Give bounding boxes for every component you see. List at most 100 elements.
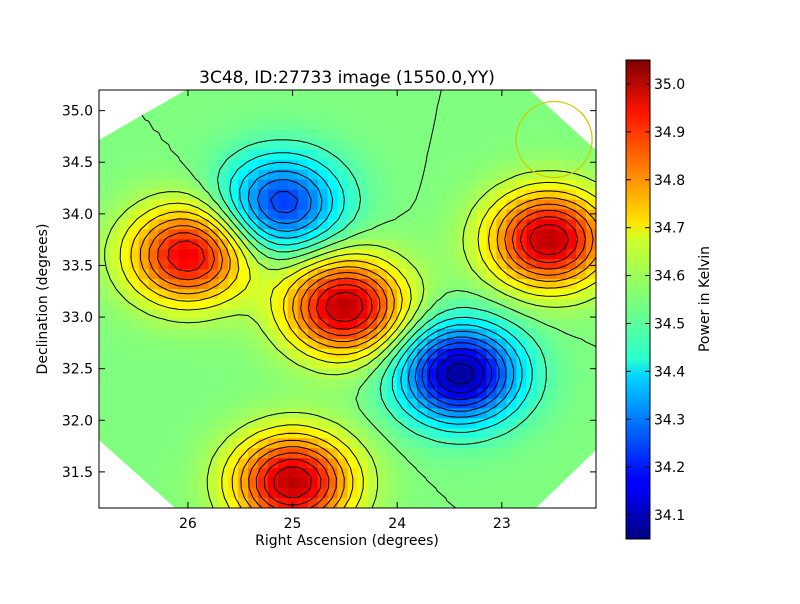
y-tick-label: 32.5 bbox=[62, 362, 93, 378]
heatmap-cell bbox=[158, 438, 170, 449]
heatmap-cell bbox=[108, 418, 120, 429]
heatmap-cell bbox=[317, 348, 329, 360]
heatmap-cell bbox=[178, 378, 190, 390]
heatmap-cell bbox=[248, 149, 259, 161]
heatmap-cell bbox=[158, 328, 170, 340]
heatmap-cell bbox=[277, 189, 289, 201]
heatmap-cell bbox=[417, 139, 428, 151]
heatmap-cell bbox=[128, 209, 140, 220]
heatmap-cell bbox=[397, 90, 408, 101]
heatmap-cell bbox=[208, 478, 219, 489]
heatmap-cell bbox=[377, 229, 388, 240]
heatmap-cell bbox=[248, 348, 259, 360]
heatmap-cell bbox=[327, 289, 339, 300]
heatmap-cell bbox=[377, 239, 388, 250]
heatmap-cell bbox=[158, 308, 170, 320]
heatmap-cell bbox=[228, 318, 239, 330]
heatmap-cell bbox=[466, 468, 478, 479]
heatmap-cell bbox=[108, 169, 120, 181]
heatmap-cell bbox=[248, 378, 259, 390]
heatmap-cell bbox=[118, 219, 130, 230]
heatmap-cell bbox=[297, 388, 309, 400]
heatmap-cell bbox=[347, 468, 359, 479]
heatmap-cell bbox=[357, 139, 368, 151]
heatmap-cell bbox=[128, 458, 140, 469]
heatmap-cell bbox=[128, 438, 140, 449]
heatmap-cell bbox=[138, 169, 150, 181]
heatmap-cell bbox=[297, 269, 309, 280]
heatmap-cell bbox=[248, 368, 259, 380]
heatmap-cell bbox=[397, 478, 408, 489]
heatmap-cell bbox=[446, 458, 458, 469]
heatmap-cell bbox=[277, 99, 289, 111]
heatmap-cell bbox=[258, 328, 269, 340]
heatmap-cell bbox=[417, 378, 428, 390]
heatmap-cell bbox=[317, 189, 329, 201]
heatmap-cell bbox=[506, 99, 518, 111]
heatmap-cell bbox=[218, 139, 229, 151]
heatmap-cell bbox=[367, 458, 378, 469]
heatmap-cell bbox=[526, 149, 537, 161]
heatmap-cell bbox=[456, 498, 468, 508]
heatmap-cell bbox=[248, 189, 259, 201]
heatmap-cell bbox=[417, 169, 428, 181]
heatmap-cell bbox=[178, 428, 190, 439]
heatmap-cell bbox=[248, 289, 259, 300]
heatmap-cell bbox=[158, 468, 170, 479]
heatmap-cell bbox=[327, 418, 339, 429]
heatmap-cell bbox=[287, 119, 299, 131]
heatmap-cell bbox=[297, 159, 309, 171]
heatmap-cell bbox=[337, 378, 349, 390]
heatmap-cell bbox=[208, 388, 219, 400]
heatmap-cell bbox=[466, 378, 478, 390]
contour-line bbox=[104, 170, 596, 508]
heatmap-cell bbox=[287, 169, 299, 181]
heatmap-cell bbox=[238, 318, 249, 330]
heatmap-cell bbox=[307, 328, 319, 340]
heatmap-cell bbox=[337, 90, 349, 101]
mask-corner-top-left bbox=[99, 90, 186, 140]
heatmap-cell bbox=[397, 458, 408, 469]
heatmap-cell bbox=[99, 368, 110, 380]
heatmap-cell bbox=[357, 90, 368, 101]
heatmap-cell bbox=[327, 279, 339, 290]
heatmap-cell bbox=[168, 159, 180, 171]
heatmap-cell bbox=[536, 378, 547, 390]
colorbar-tick-label: 34.1 bbox=[654, 508, 685, 524]
heatmap-cell bbox=[258, 189, 269, 201]
heatmap-cell bbox=[476, 219, 488, 230]
heatmap-cell bbox=[327, 308, 339, 320]
heatmap-cell bbox=[99, 159, 110, 171]
heatmap-cell bbox=[357, 338, 368, 350]
heatmap-cell bbox=[178, 358, 190, 370]
heatmap-cell bbox=[377, 249, 388, 260]
heatmap-cell bbox=[546, 289, 557, 300]
heatmap-cell bbox=[138, 438, 150, 449]
heatmap-cell bbox=[417, 498, 428, 508]
heatmap-cell bbox=[357, 289, 368, 300]
heatmap-cell bbox=[367, 179, 378, 191]
heatmap-cell bbox=[546, 189, 557, 201]
heatmap-cell bbox=[327, 179, 339, 191]
heatmap-cell bbox=[427, 199, 438, 211]
heatmap-cell bbox=[427, 299, 438, 310]
heatmap-cell bbox=[387, 318, 398, 330]
heatmap-cell bbox=[387, 368, 398, 380]
heatmap-cell bbox=[238, 468, 249, 479]
heatmap-cell bbox=[407, 398, 418, 410]
heatmap-cell bbox=[347, 99, 359, 111]
heatmap-cell bbox=[347, 438, 359, 449]
heatmap-cell bbox=[238, 279, 249, 290]
heatmap-cell bbox=[536, 428, 547, 439]
heatmap-cell bbox=[118, 239, 130, 250]
heatmap-cell bbox=[407, 159, 418, 171]
heatmap-cell bbox=[526, 388, 537, 400]
heatmap-cell bbox=[307, 109, 319, 121]
heatmap-cell bbox=[496, 358, 508, 370]
heatmap-cell bbox=[287, 358, 299, 370]
heatmap-cell bbox=[476, 139, 488, 151]
plot-frame bbox=[98, 89, 597, 509]
heatmap-cell bbox=[546, 129, 557, 141]
heatmap-cell bbox=[228, 219, 239, 230]
heatmap-cell bbox=[128, 368, 140, 380]
